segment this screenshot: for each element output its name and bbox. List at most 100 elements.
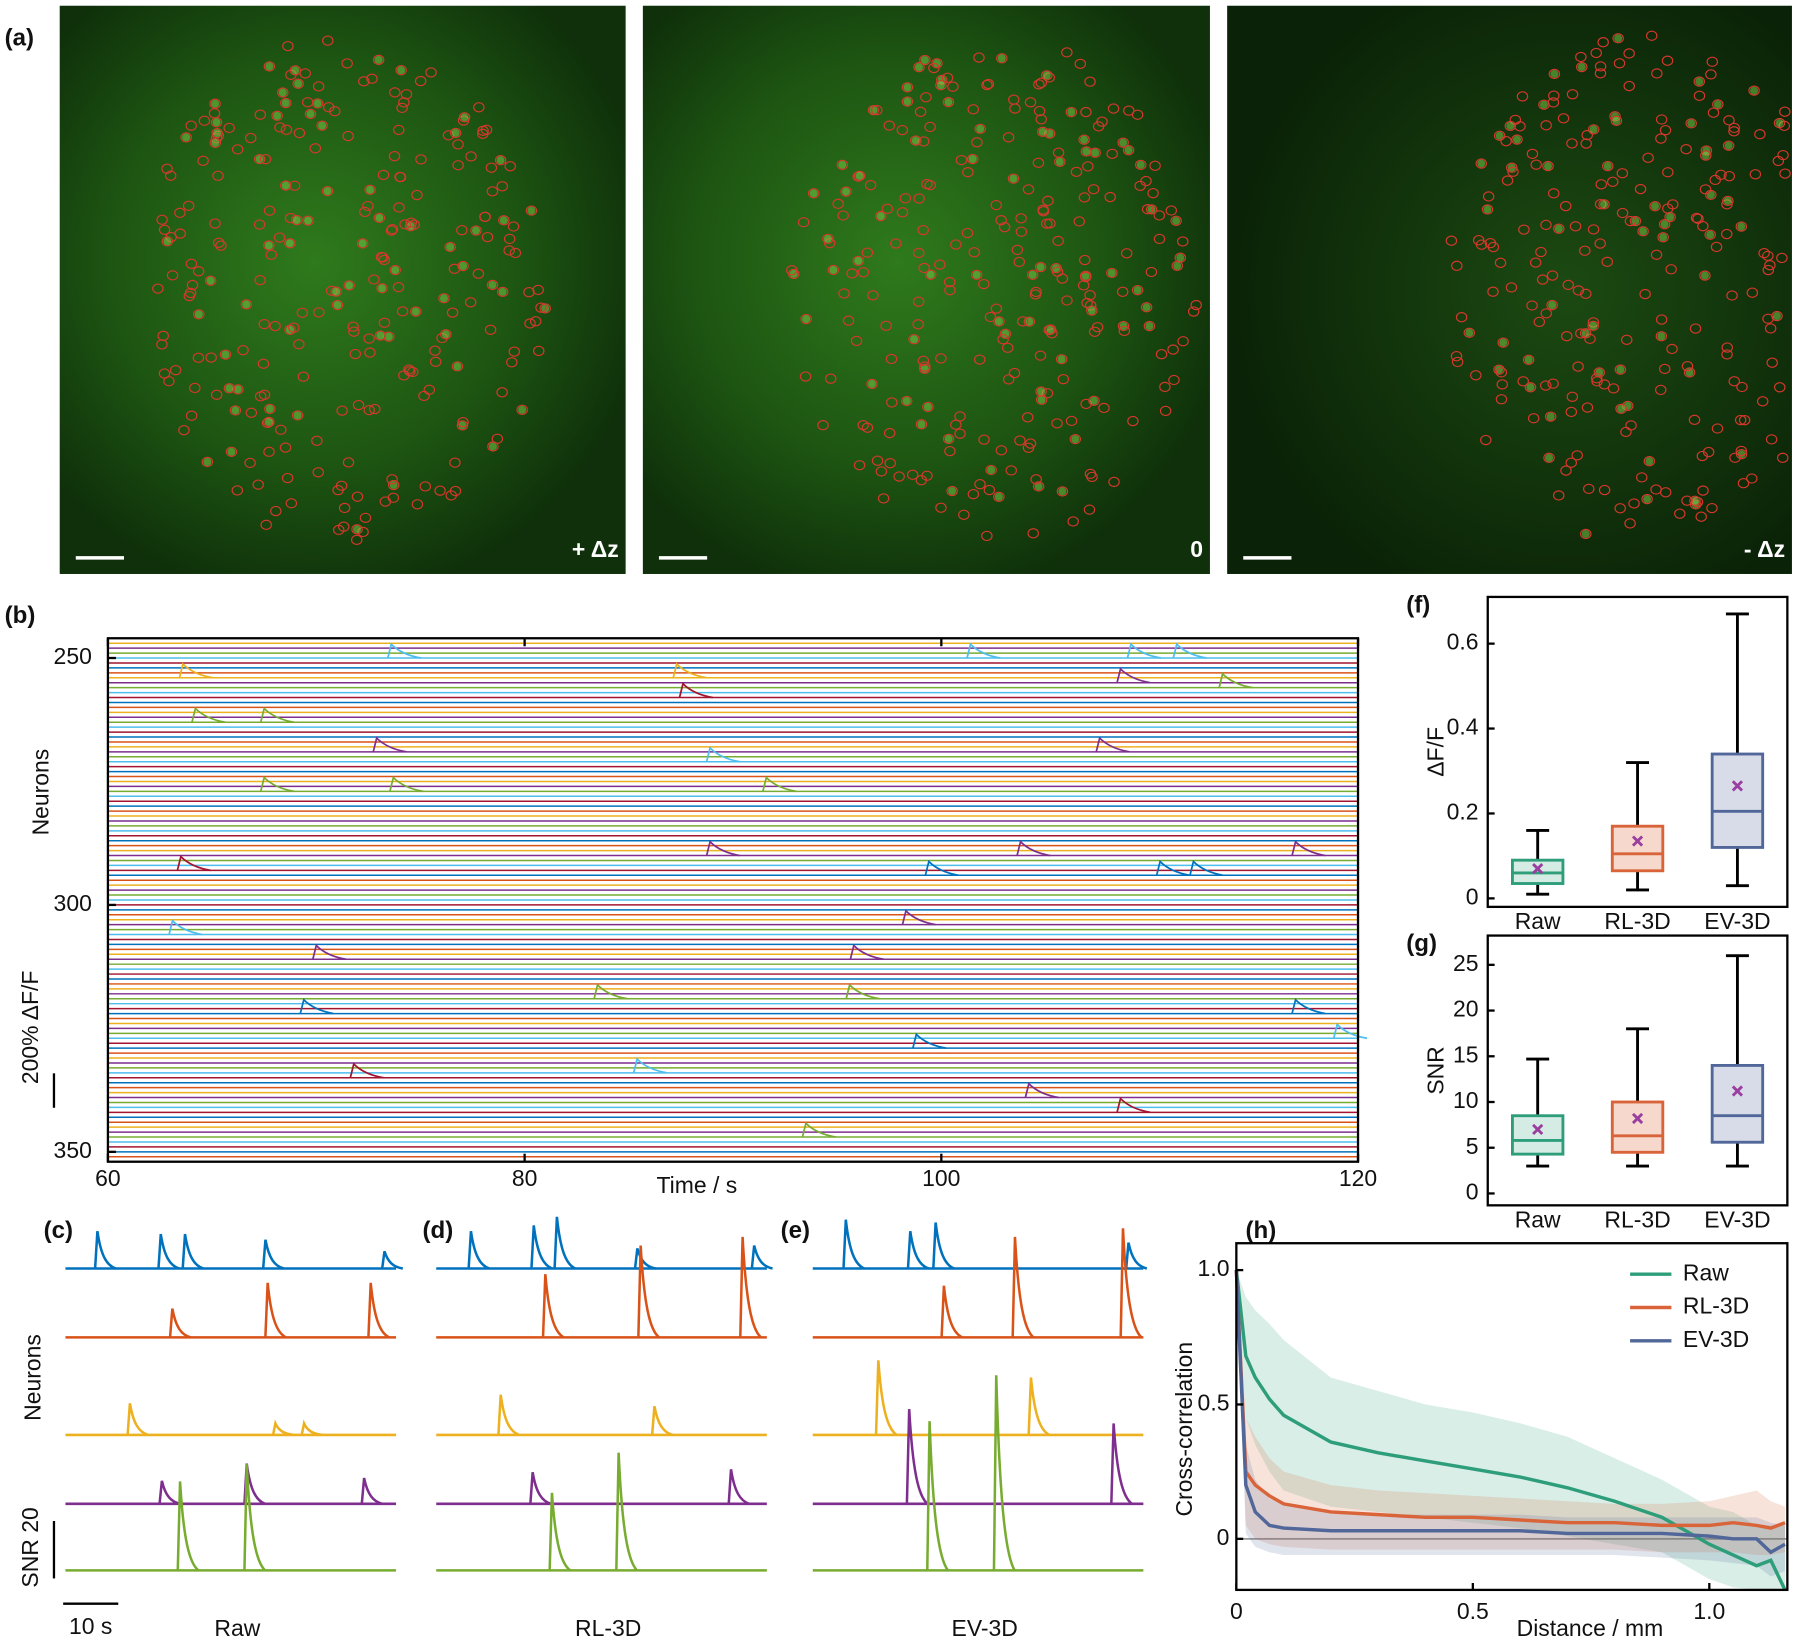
cell-glow	[987, 465, 996, 475]
cell-roi	[1607, 383, 1620, 394]
trace-event	[632, 1057, 668, 1074]
cell-roi	[1540, 120, 1552, 131]
cell-glow	[221, 350, 230, 359]
cell-roi	[1756, 396, 1769, 407]
cell-roi	[322, 102, 335, 113]
cell-roi	[204, 275, 217, 286]
cell-roi	[506, 357, 518, 368]
cell-roi	[1540, 380, 1552, 391]
cell-glow	[375, 213, 384, 222]
cell-roi	[1011, 244, 1024, 256]
cell-glow	[1600, 200, 1609, 209]
cell-glow	[499, 216, 508, 225]
cell-roi	[1140, 175, 1152, 187]
cell-roi	[404, 221, 417, 232]
cell-roi	[1662, 167, 1674, 178]
cell-roi	[1522, 354, 1535, 365]
cell-roi	[1089, 326, 1101, 337]
cell-glow	[1512, 135, 1522, 144]
cell-roi	[915, 419, 928, 430]
cell-roi	[1032, 157, 1045, 168]
cell-roi	[1546, 270, 1559, 281]
cell-roi	[338, 502, 351, 514]
cell-roi	[297, 371, 310, 382]
cell-roi	[1022, 442, 1035, 453]
cell-roi	[1779, 106, 1791, 117]
cell-roi	[1706, 56, 1719, 67]
cell-roi	[1084, 76, 1096, 87]
cell-roi	[1712, 99, 1724, 110]
cell-glow	[903, 83, 912, 92]
cell-roi	[274, 122, 286, 133]
cell-roi	[156, 339, 168, 350]
cell-roi	[1497, 337, 1509, 348]
cell-glow	[211, 138, 220, 147]
cell-roi	[1587, 320, 1599, 332]
trace-event	[349, 1062, 384, 1079]
cell-roi	[448, 263, 461, 275]
cell-glow	[1545, 453, 1554, 462]
legend-label: RL-3D	[1683, 1293, 1749, 1319]
cell-roi	[922, 401, 934, 413]
x-tick-label: RL-3D	[1604, 908, 1670, 934]
cell-roi	[1533, 316, 1546, 328]
cell-glow	[397, 66, 406, 75]
cell-glow	[264, 241, 273, 250]
cell-roi	[280, 97, 292, 109]
cell-glow	[1713, 100, 1722, 109]
cell-roi	[1120, 248, 1133, 259]
cell-roi	[1723, 115, 1735, 126]
cell-roi	[1623, 48, 1635, 59]
cell-roi	[245, 407, 258, 418]
cell-roi	[223, 383, 236, 394]
cell-roi	[400, 89, 413, 100]
cell-roi	[434, 485, 446, 496]
cell-roi	[311, 435, 323, 446]
cell-roi	[877, 493, 890, 504]
x-tick-label: EV-3D	[1704, 1206, 1770, 1232]
trace-event	[1116, 667, 1151, 684]
confidence-band	[1236, 1270, 1785, 1555]
panel-label: (g)	[1406, 930, 1437, 957]
cell-roi	[990, 303, 1003, 314]
cell-roi	[1495, 394, 1508, 405]
cell-roi	[1680, 144, 1692, 155]
cell-roi	[1470, 370, 1482, 381]
y-axis-label: Neurons	[28, 749, 54, 836]
cell-roi	[1096, 116, 1108, 127]
cell-glow	[1087, 306, 1096, 315]
cell-roi	[1594, 238, 1606, 249]
cell-roi	[473, 102, 485, 113]
box	[1610, 824, 1665, 873]
cell-roi	[271, 110, 283, 121]
cell-roi	[1655, 314, 1668, 325]
cell-roi	[1450, 351, 1463, 362]
cell-roi	[1544, 411, 1557, 422]
cell-roi	[342, 130, 354, 142]
cell-roi	[1475, 239, 1488, 250]
mean-marker	[1532, 863, 1544, 875]
cell-roi	[1187, 306, 1200, 317]
cell-glow	[285, 239, 294, 248]
cell-roi	[341, 58, 353, 69]
cell-roi	[1674, 508, 1686, 519]
cell-roi	[503, 245, 515, 256]
cell-roi	[1455, 312, 1468, 323]
trace-event	[672, 662, 707, 679]
cell-roi	[1689, 495, 1701, 506]
cell-glow	[496, 156, 505, 165]
cell-glow	[842, 187, 851, 196]
trace-event	[1291, 998, 1326, 1015]
cell-roi	[954, 428, 966, 439]
cell-glow	[1082, 147, 1091, 156]
cell-roi	[995, 445, 1008, 456]
cell-roi	[1159, 405, 1172, 417]
cell-glow	[1687, 119, 1696, 128]
cell-glow	[1173, 261, 1182, 270]
cell-roi	[244, 132, 257, 144]
cell-roi	[452, 160, 464, 171]
cell-roi	[1506, 162, 1518, 173]
cell-roi	[1014, 435, 1026, 446]
cell-roi	[254, 274, 266, 286]
cell-glow	[1142, 303, 1151, 312]
